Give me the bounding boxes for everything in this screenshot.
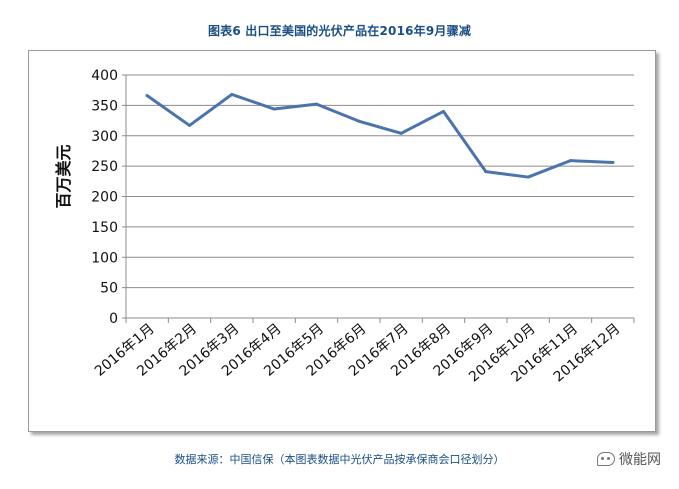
series-line bbox=[145, 92, 615, 179]
data-point bbox=[230, 92, 234, 96]
data-point bbox=[611, 160, 615, 164]
y-tick-label: 200 bbox=[91, 190, 118, 206]
data-point bbox=[569, 159, 572, 163]
data-point bbox=[442, 109, 445, 113]
y-axis-title: 百万美元 bbox=[54, 144, 73, 208]
watermark-label: 微能网 bbox=[619, 452, 661, 468]
y-tick-label: 300 bbox=[91, 129, 118, 145]
data-point bbox=[315, 102, 318, 106]
y-tick-label: 400 bbox=[91, 68, 118, 84]
y-tick-label: 0 bbox=[109, 311, 118, 327]
data-point bbox=[272, 107, 276, 111]
y-tick-label: 250 bbox=[91, 159, 118, 175]
chart-frame: 0 50 100 150 200 250 300 350 400 2016年1月 2016年2月 20… bbox=[28, 50, 656, 432]
data-point bbox=[188, 123, 191, 127]
line-chart: 0501001502002503003504002016年1月2016年2月20… bbox=[54, 68, 635, 385]
chart-title: 图表6 出口至美国的光伏产品在2016年9月骤减 bbox=[207, 24, 472, 38]
y-tick-label: 100 bbox=[91, 250, 118, 266]
data-point bbox=[399, 131, 403, 135]
data-source-note: 数据来源：中国信保（本图表数据中光伏产品按承保商会口径划分） bbox=[174, 453, 505, 466]
data-point bbox=[145, 94, 149, 98]
y-tick-label: 350 bbox=[91, 98, 118, 114]
data-point bbox=[484, 170, 488, 174]
data-point bbox=[357, 119, 361, 123]
watermark: 微能网 bbox=[597, 449, 661, 469]
wechat-icon bbox=[597, 452, 615, 466]
y-tick-label: 150 bbox=[91, 220, 118, 236]
y-tick-label: 50 bbox=[100, 281, 118, 297]
data-point bbox=[526, 175, 530, 179]
